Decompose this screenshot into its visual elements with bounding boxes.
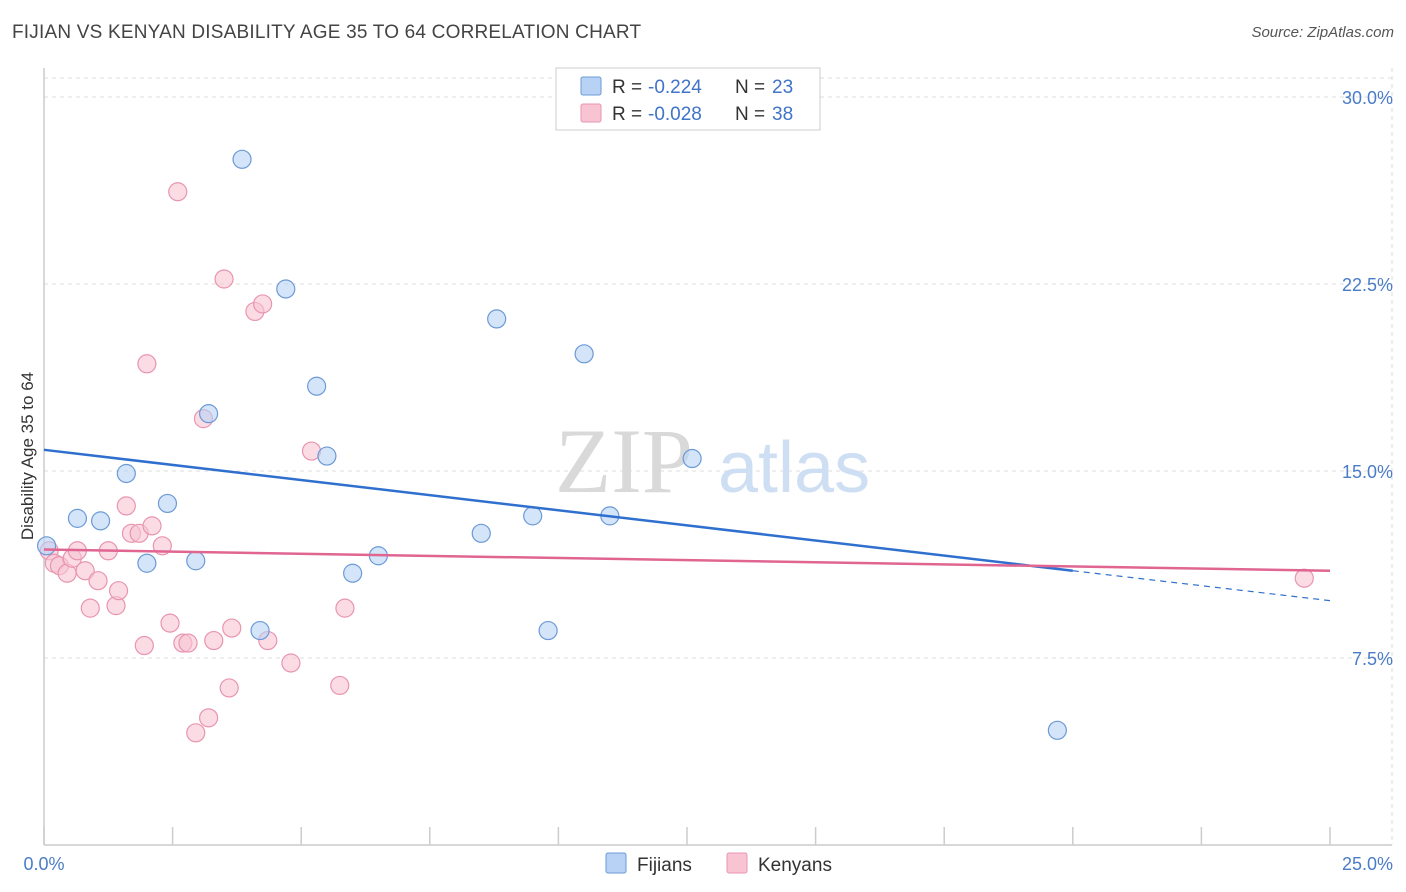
point-kenyans [222, 618, 242, 638]
legend-swatch-fijians [580, 76, 602, 96]
trend-extension-fijians [1072, 570, 1331, 602]
legend-n-label-kenyans: N = [735, 104, 765, 125]
legend-n-label-fijians: N = [735, 77, 765, 98]
grid-layer [44, 68, 1393, 845]
point-fijians [343, 563, 363, 583]
point-kenyans [108, 581, 129, 601]
point-fijians [232, 149, 252, 169]
legend-n-value-kenyans: 38 [772, 104, 793, 125]
point-fijians [67, 508, 88, 528]
x-tick-label: 25.0% [1342, 854, 1393, 874]
watermark-atlas: atlas [718, 428, 870, 508]
bottom-legend-swatch-fijians [605, 852, 627, 874]
point-fijians [523, 506, 543, 526]
axes-layer [43, 68, 1392, 846]
point-fijians [157, 493, 178, 514]
y-tick-label: 15.0% [1342, 462, 1393, 482]
bottom-legend-label-kenyans: Kenyans [758, 855, 832, 876]
point-fijians [1047, 720, 1067, 740]
point-fijians [574, 344, 594, 364]
point-kenyans [335, 598, 355, 618]
point-fijians [276, 279, 296, 299]
point-kenyans [137, 354, 157, 374]
point-fijians [90, 511, 111, 531]
point-kenyans [219, 678, 239, 698]
point-fijians [116, 463, 136, 484]
point-kenyans [281, 653, 301, 673]
point-kenyans [168, 182, 188, 202]
point-kenyans [160, 613, 180, 633]
legend-r-label-fijians: R = [612, 77, 642, 98]
point-fijians [471, 523, 491, 543]
legend-r-value-kenyans: -0.028 [648, 104, 702, 125]
point-kenyans [204, 630, 224, 651]
point-kenyans [142, 516, 162, 536]
point-kenyans [178, 633, 198, 653]
point-kenyans [214, 269, 234, 289]
y-axis-title: Disability Age 35 to 64 [18, 372, 37, 540]
trend-line-kenyans [43, 548, 1331, 572]
y-tick-label: 30.0% [1342, 88, 1393, 108]
trend-line-fijians [43, 448, 1073, 572]
point-fijians [487, 309, 507, 329]
point-fijians [250, 620, 270, 641]
watermark: ZIP atlas [555, 410, 870, 512]
point-kenyans [199, 708, 219, 728]
trend-layer [43, 448, 1331, 602]
tick-labels: 7.5% 15.0% 22.5% 30.0% 0.0% 25.0% [23, 88, 1393, 874]
point-kenyans [253, 294, 273, 314]
point-fijians [538, 620, 558, 641]
bottom-legend-swatch-kenyans [726, 852, 748, 874]
point-kenyans [116, 496, 136, 516]
source-credit: Source: ZipAtlas.com [1251, 24, 1394, 41]
point-fijians [36, 536, 57, 556]
point-fijians [199, 404, 219, 424]
point-kenyans [75, 561, 95, 581]
legend-r-value-fijians: -0.224 [648, 77, 702, 98]
point-fijians [307, 376, 327, 396]
point-kenyans [134, 635, 154, 656]
chart-title: FIJIAN VS KENYAN DISABILITY AGE 35 TO 64… [12, 22, 642, 43]
bottom-legend-label-fijians: Fijians [637, 855, 692, 876]
watermark-zip: ZIP [555, 410, 693, 512]
point-kenyans [1294, 568, 1314, 588]
correlation-legend: R = -0.224 N = 23 R = -0.028 N = 38 [555, 67, 821, 131]
legend-n-value-fijians: 23 [772, 77, 793, 98]
point-fijians [137, 553, 157, 573]
point-fijians [317, 446, 337, 466]
point-fijians [186, 551, 206, 571]
point-kenyans [80, 598, 100, 618]
y-tick-label: 22.5% [1342, 275, 1393, 295]
legend-swatch-kenyans [580, 103, 602, 123]
series-legend: Fijians Kenyans [605, 852, 832, 876]
point-kenyans [88, 571, 108, 591]
point-kenyans [186, 723, 206, 743]
point-fijians [682, 448, 702, 469]
point-kenyans [330, 675, 350, 696]
x-tick-label: 0.0% [23, 854, 64, 874]
y-tick-label: 7.5% [1352, 649, 1393, 669]
legend-r-label-kenyans: R = [612, 104, 642, 125]
